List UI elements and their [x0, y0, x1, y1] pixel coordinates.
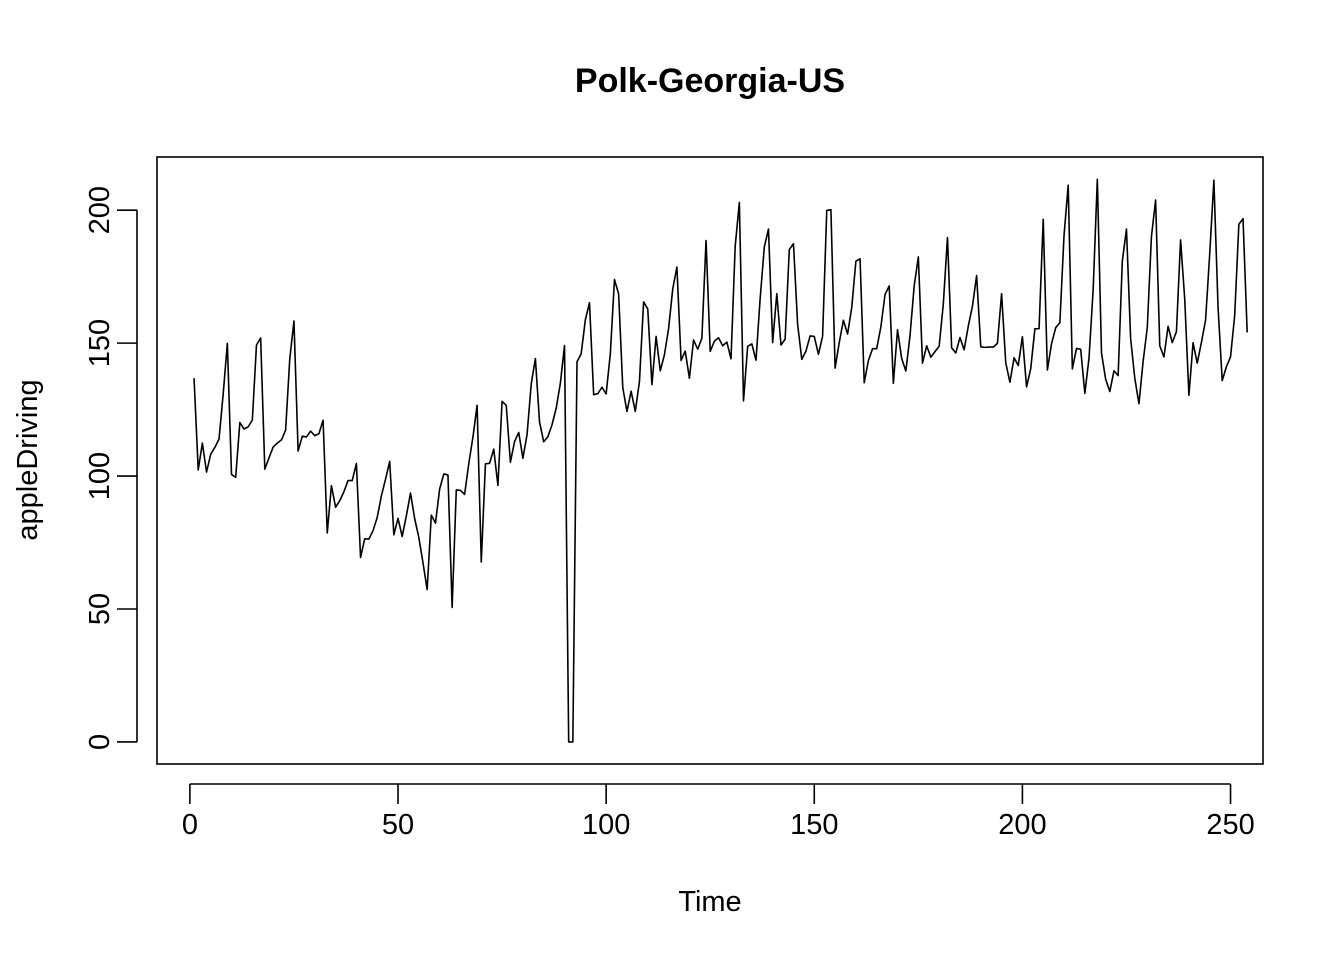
x-tick-label: 200 [998, 809, 1046, 841]
y-axis: 0 50 100 150 200 [84, 186, 138, 750]
x-tick-label: 0 [182, 809, 198, 841]
chart-title: Polk-Georgia-US [575, 62, 845, 100]
x-tick-label: 50 [382, 809, 414, 841]
y-tick-label: 50 [84, 593, 116, 625]
series-line [193, 178, 1248, 743]
x-axis-label: Time [678, 886, 741, 918]
y-tick-label: 100 [84, 452, 116, 500]
y-tick-label: 0 [84, 734, 116, 750]
y-tick-label: 200 [84, 186, 116, 234]
x-tick-label: 100 [582, 809, 630, 841]
x-axis: 0 50 100 150 200 250 [182, 783, 1255, 841]
y-axis-label: appleDriving [12, 379, 44, 540]
plot-frame [156, 156, 1264, 765]
x-tick-label: 150 [790, 809, 838, 841]
y-tick-label: 150 [84, 319, 116, 367]
data-points [193, 179, 1248, 743]
x-tick-label: 250 [1206, 809, 1254, 841]
